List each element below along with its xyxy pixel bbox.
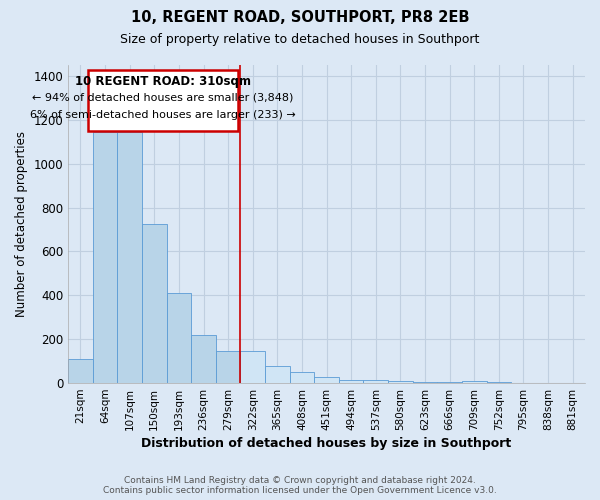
Bar	[93, 132, 118, 383]
Bar	[290, 372, 314, 383]
Bar	[118, 132, 142, 383]
Bar	[339, 380, 364, 383]
Text: Contains HM Land Registry data © Crown copyright and database right 2024.
Contai: Contains HM Land Registry data © Crown c…	[103, 476, 497, 495]
Bar	[216, 350, 241, 383]
Bar	[265, 366, 290, 383]
Bar	[191, 335, 216, 383]
Text: ← 94% of detached houses are smaller (3,848): ← 94% of detached houses are smaller (3,…	[32, 93, 293, 103]
Bar	[437, 382, 462, 383]
Bar	[314, 377, 339, 383]
Bar	[167, 293, 191, 383]
X-axis label: Distribution of detached houses by size in Southport: Distribution of detached houses by size …	[142, 437, 512, 450]
Text: 10 REGENT ROAD: 310sqm: 10 REGENT ROAD: 310sqm	[75, 75, 251, 88]
Text: 10, REGENT ROAD, SOUTHPORT, PR8 2EB: 10, REGENT ROAD, SOUTHPORT, PR8 2EB	[131, 10, 469, 25]
Bar	[462, 382, 487, 383]
Text: 6% of semi-detached houses are larger (233) →: 6% of semi-detached houses are larger (2…	[30, 110, 296, 120]
FancyBboxPatch shape	[88, 70, 238, 131]
Bar	[142, 224, 167, 383]
Bar	[388, 382, 413, 383]
Bar	[241, 350, 265, 383]
Bar	[487, 382, 511, 383]
Y-axis label: Number of detached properties: Number of detached properties	[15, 131, 28, 317]
Bar	[364, 380, 388, 383]
Bar	[68, 359, 93, 383]
Bar	[413, 382, 437, 383]
Text: Size of property relative to detached houses in Southport: Size of property relative to detached ho…	[121, 32, 479, 46]
